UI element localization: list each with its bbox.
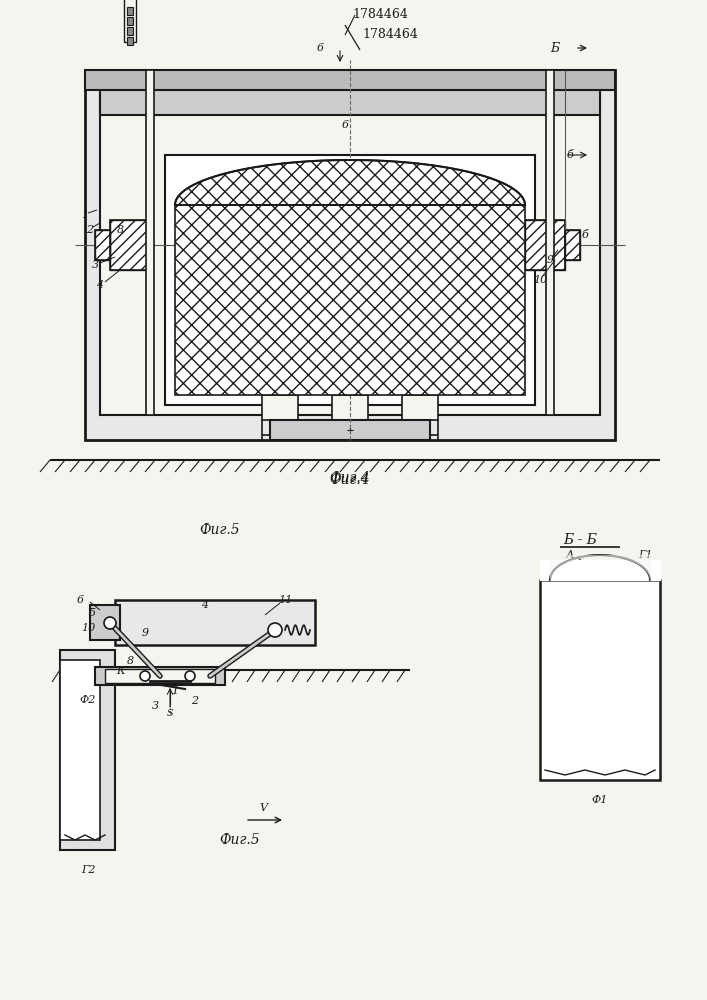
Bar — [110, 220, 150, 270]
Bar — [115, 600, 315, 645]
Text: Фиг.4: Фиг.4 — [329, 473, 370, 487]
Text: 9: 9 — [141, 628, 148, 638]
Text: Г1: Г1 — [638, 550, 653, 560]
Bar — [95, 667, 225, 685]
Bar — [165, 155, 535, 405]
Bar — [175, 205, 525, 395]
Text: К: К — [116, 666, 124, 676]
Text: 1: 1 — [171, 686, 179, 696]
Bar — [126, 30, 134, 40]
Text: б: б — [566, 150, 573, 160]
Bar — [146, 70, 154, 415]
Text: 5: 5 — [88, 608, 95, 618]
Text: б: б — [582, 230, 588, 240]
Text: Ф1: Ф1 — [592, 795, 608, 805]
Bar — [100, 95, 600, 415]
Bar — [332, 395, 368, 420]
Text: Ф2: Ф2 — [80, 695, 96, 705]
Bar — [546, 70, 554, 415]
Bar — [402, 395, 438, 420]
Text: 6: 6 — [341, 120, 349, 130]
Text: S: S — [167, 708, 173, 718]
Bar — [124, 0, 136, 42]
Text: V: V — [259, 803, 267, 813]
Text: 6: 6 — [76, 595, 83, 605]
Circle shape — [185, 671, 195, 681]
Bar — [270, 420, 430, 440]
Bar — [540, 580, 660, 780]
Bar — [105, 669, 215, 683]
Bar — [127, 27, 133, 35]
Text: Фиг.5: Фиг.5 — [199, 523, 240, 537]
Bar — [565, 230, 580, 260]
Polygon shape — [175, 160, 525, 205]
Text: Фиг.5: Фиг.5 — [220, 833, 260, 847]
Text: 3: 3 — [151, 701, 158, 711]
Text: 8: 8 — [127, 656, 134, 666]
Text: 9: 9 — [547, 255, 554, 265]
Text: Г2: Г2 — [81, 865, 95, 875]
Text: Фиг.4: Фиг.4 — [329, 471, 370, 485]
Bar — [60, 650, 115, 850]
Circle shape — [268, 623, 282, 637]
Text: 3: 3 — [91, 260, 98, 270]
Text: 11: 11 — [278, 595, 292, 605]
Text: 4: 4 — [201, 600, 209, 610]
Text: 8: 8 — [117, 225, 124, 235]
Text: Б: Б — [551, 41, 559, 54]
Bar — [90, 605, 120, 640]
Text: 1784464: 1784464 — [352, 8, 408, 21]
Bar — [126, 6, 134, 16]
Text: 10: 10 — [533, 275, 547, 285]
Bar — [100, 85, 600, 115]
Bar — [110, 220, 150, 270]
Text: Б - Б: Б - Б — [563, 533, 597, 547]
Bar — [565, 230, 580, 260]
Text: 2: 2 — [86, 225, 93, 235]
Bar — [85, 70, 615, 90]
Bar — [525, 220, 565, 270]
Bar — [126, 0, 134, 4]
Text: 1: 1 — [81, 210, 88, 220]
Bar — [95, 230, 110, 260]
Text: 4: 4 — [96, 280, 103, 290]
Circle shape — [104, 617, 116, 629]
Text: 1784464: 1784464 — [362, 28, 418, 41]
Bar — [127, 17, 133, 25]
Bar — [60, 660, 100, 840]
Text: 6: 6 — [317, 43, 324, 53]
Bar — [525, 220, 565, 270]
Bar — [127, 7, 133, 15]
Bar — [95, 230, 110, 260]
Text: А: А — [566, 550, 574, 560]
Bar — [127, 37, 133, 45]
Bar — [85, 70, 615, 440]
Circle shape — [140, 671, 150, 681]
Bar — [126, 18, 134, 28]
Text: 10: 10 — [81, 623, 95, 633]
Text: 2: 2 — [192, 696, 199, 706]
Bar — [262, 395, 298, 420]
